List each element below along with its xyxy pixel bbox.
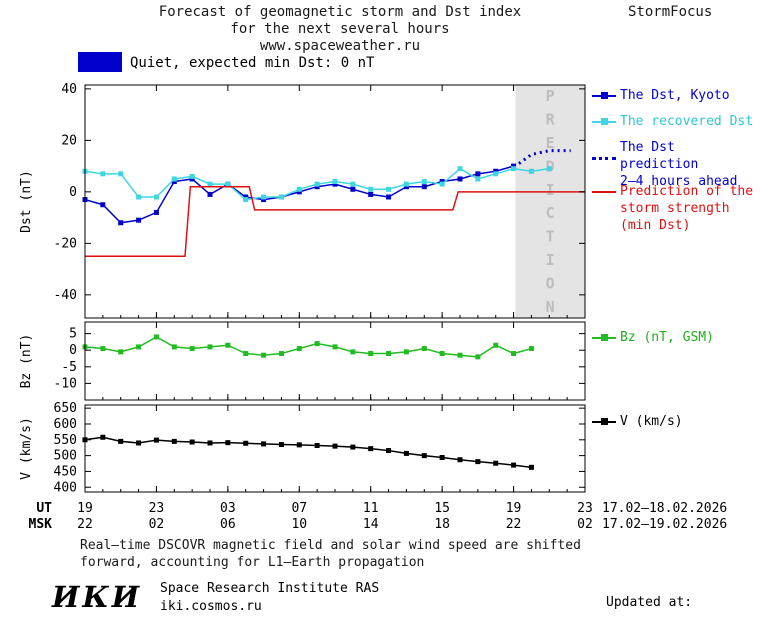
quiet-status-swatch <box>78 52 122 72</box>
institute-site: iki.cosmos.ru <box>160 599 262 614</box>
legend-item-recovered-dst: The recovered Dst <box>592 113 753 130</box>
bz-marker-icon <box>592 332 616 343</box>
svg-text:10: 10 <box>291 517 307 532</box>
svg-text:UT: UT <box>36 501 52 516</box>
svg-text:Dst (nT): Dst (nT) <box>19 170 34 233</box>
footer-note: Real–time DSCOVR magnetic field and sola… <box>80 537 581 571</box>
svg-text:450: 450 <box>54 464 77 479</box>
legend-label-bz: Bz (nT, GSM) <box>620 330 714 345</box>
svg-text:V (km/s): V (km/s) <box>19 417 34 480</box>
svg-text:23: 23 <box>577 501 593 516</box>
dst-kyoto-marker-icon <box>592 90 616 101</box>
svg-text:400: 400 <box>54 480 77 495</box>
svg-text:22: 22 <box>506 517 522 532</box>
svg-text:500: 500 <box>54 449 77 464</box>
footer-note-line-2: forward, accounting for L1–Earth propaga… <box>80 555 425 570</box>
legend-label-v: V (km/s) <box>620 414 683 429</box>
svg-text:17.02–19.02.2026: 17.02–19.02.2026 <box>602 517 727 532</box>
legend-item-bz: Bz (nT, GSM) <box>592 329 714 346</box>
svg-text:18: 18 <box>434 517 450 532</box>
title-line-3-url: www.spaceweather.ru <box>259 38 421 54</box>
svg-text:N: N <box>546 298 555 316</box>
svg-text:-20: -20 <box>54 236 77 251</box>
svg-text:E: E <box>546 134 555 152</box>
title-line-1: Forecast of geomagnetic storm and Dst in… <box>158 4 522 20</box>
institute-name: Space Research Institute RAS <box>160 581 380 596</box>
svg-text:19: 19 <box>77 501 93 516</box>
svg-text:03: 03 <box>220 501 236 516</box>
svg-text:MSK: MSK <box>29 517 53 532</box>
svg-text:14: 14 <box>363 517 379 532</box>
svg-text:5: 5 <box>69 327 77 342</box>
svg-text:650: 650 <box>54 401 77 416</box>
updated-block: Updated at: UT 19:05, 18.02.2026 MSK 22:… <box>606 560 760 620</box>
storm-strength-marker-icon <box>592 186 616 197</box>
svg-text:I: I <box>546 251 555 269</box>
svg-text:C: C <box>546 204 555 222</box>
page-title: Forecast of geomagnetic storm and Dst in… <box>70 4 610 55</box>
legend-item-storm-strength: Prediction of the storm strength (min Ds… <box>592 183 753 234</box>
legend-item-v: V (km/s) <box>592 413 683 430</box>
svg-text:15: 15 <box>434 501 450 516</box>
svg-text:07: 07 <box>291 501 307 516</box>
svg-text:R: R <box>546 110 556 128</box>
legend-label-dst-kyoto: The Dst, Kyoto <box>620 88 730 103</box>
svg-text:0: 0 <box>69 343 77 358</box>
svg-text:40: 40 <box>61 82 77 97</box>
svg-text:I: I <box>546 181 555 199</box>
svg-text:O: O <box>546 275 555 293</box>
svg-text:-40: -40 <box>54 288 77 303</box>
footer-note-line-1: Real–time DSCOVR magnetic field and sola… <box>80 538 581 553</box>
svg-text:19: 19 <box>506 501 522 516</box>
quiet-status-label: Quiet, expected min Dst: 0 nT <box>130 55 375 71</box>
recovered-dst-marker-icon <box>592 116 616 127</box>
svg-text:-10: -10 <box>54 376 77 391</box>
svg-text:Bz (nT): Bz (nT) <box>19 334 34 389</box>
svg-text:20: 20 <box>61 133 77 148</box>
updated-label: Updated at: <box>606 595 693 610</box>
svg-text:550: 550 <box>54 433 77 448</box>
svg-text:23: 23 <box>149 501 165 516</box>
legend-item-dst-kyoto: The Dst, Kyoto <box>592 87 730 104</box>
iki-logo: ИКИ <box>52 580 143 614</box>
legend-label-storm-strength-1: Prediction of the <box>620 184 754 199</box>
svg-text:02: 02 <box>577 517 593 532</box>
dst-prediction-marker-icon <box>592 157 616 160</box>
svg-text:17.02–18.02.2026: 17.02–18.02.2026 <box>602 501 727 516</box>
legend-label-storm-strength-3: (min Dst) <box>620 218 691 233</box>
legend-label-storm-strength-2: storm strength <box>620 201 730 216</box>
title-line-2: for the next several hours <box>230 21 450 37</box>
svg-text:P: P <box>546 87 555 105</box>
svg-text:22: 22 <box>77 517 93 532</box>
svg-text:T: T <box>546 228 555 246</box>
legend-label-recovered-dst: The recovered Dst <box>620 114 754 129</box>
legend-label-dst-prediction-1: The Dst prediction <box>620 140 699 172</box>
svg-text:600: 600 <box>54 417 77 432</box>
svg-text:11: 11 <box>363 501 379 516</box>
legend-item-dst-prediction: The Dst prediction 2–4 hours ahead <box>592 139 760 190</box>
svg-text:02: 02 <box>149 517 165 532</box>
svg-text:0: 0 <box>69 185 77 200</box>
legend-label-dst-prediction-2: 2–4 hours ahead <box>620 174 738 189</box>
v-marker-icon <box>592 416 616 427</box>
svg-text:-5: -5 <box>61 360 77 375</box>
brand-label: StormFocus <box>628 4 713 20</box>
svg-text:06: 06 <box>220 517 236 532</box>
